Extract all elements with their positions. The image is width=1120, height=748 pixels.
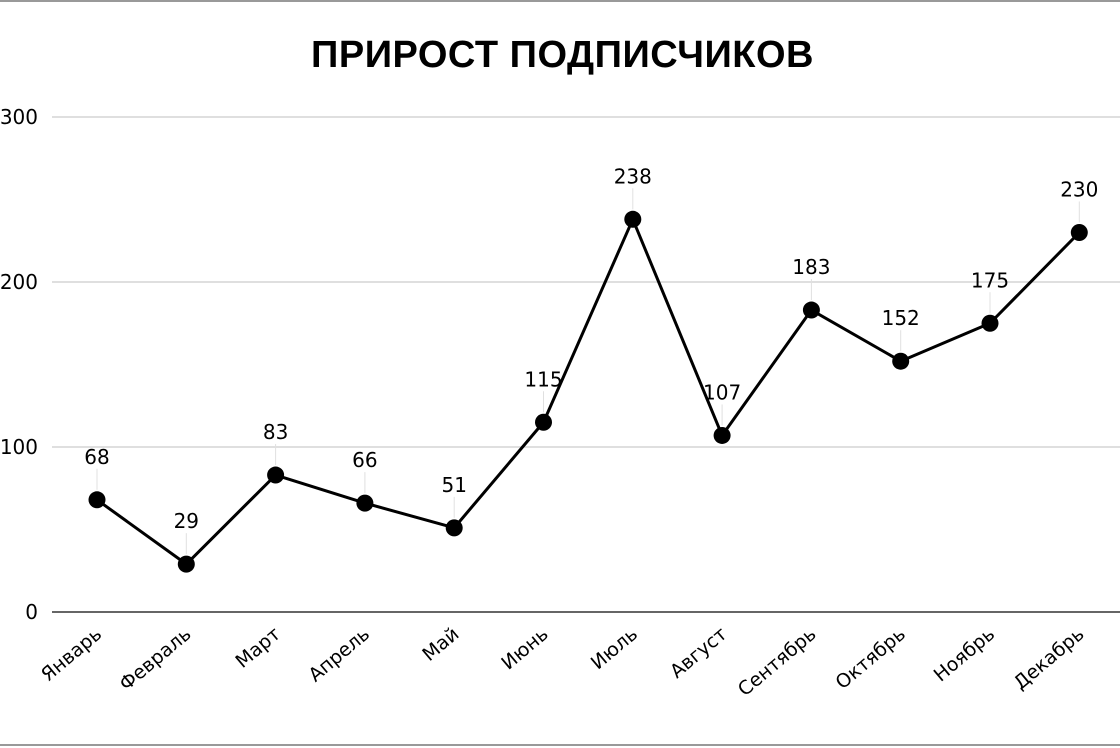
series-line-layer — [96, 217, 1081, 566]
y-tick-label: 0 — [25, 600, 38, 624]
x-tick-label: Март — [231, 623, 284, 673]
x-tick-label: Май — [418, 623, 463, 666]
data-label: 68 — [84, 445, 109, 469]
x-tick-label: Ноябрь — [930, 623, 1000, 686]
data-label: 107 — [703, 380, 741, 404]
x-tick-label: Февраль — [115, 623, 195, 695]
data-point — [356, 494, 374, 512]
y-tick-label: 200 — [0, 270, 38, 294]
x-tick-label: Июль — [587, 623, 642, 674]
data-label: 66 — [352, 448, 377, 472]
x-tick-label: Декабрь — [1010, 623, 1089, 694]
data-point — [802, 301, 820, 319]
x-tick-label: Сентябрь — [734, 623, 821, 701]
y-tick-label: 100 — [0, 435, 38, 459]
data-point — [267, 466, 285, 484]
data-label: 152 — [882, 306, 920, 330]
data-point — [892, 352, 910, 370]
data-label: 230 — [1060, 178, 1098, 202]
data-point — [445, 519, 463, 537]
data-point — [535, 413, 552, 431]
data-label: 83 — [263, 420, 288, 444]
data-label: 51 — [441, 473, 466, 497]
data-label: 183 — [792, 255, 830, 279]
data-point — [177, 555, 195, 573]
data-label-leaders — [96, 188, 1080, 555]
data-label: 238 — [614, 164, 652, 188]
x-tick-label: Июнь — [497, 623, 552, 674]
x-tick-label: Апрель — [304, 623, 374, 686]
x-axis-ticks: Январь Февраль Март Апрель Май Июнь Июль Август… — [37, 623, 1088, 701]
gridlines — [52, 116, 1120, 613]
data-labels: 68 29 83 66 51 115 238 107 183 152 175 230 — [84, 164, 1098, 533]
data-label: 175 — [971, 268, 1009, 292]
chart-title: ПРИРОСТ ПОДПИСЧИКОВ — [311, 34, 814, 76]
data-label: 29 — [174, 509, 199, 533]
y-tick-label: 300 — [0, 105, 38, 129]
data-point — [1070, 224, 1088, 241]
data-point — [981, 314, 999, 332]
data-label: 115 — [524, 367, 562, 391]
series-line — [96, 217, 1081, 566]
y-axis-ticks: 0 100 200 300 — [0, 105, 38, 624]
x-tick-label: Август — [666, 623, 731, 683]
x-tick-label: Январь — [37, 623, 106, 686]
data-points — [88, 210, 1088, 573]
data-point — [624, 210, 642, 228]
data-point — [713, 426, 731, 444]
x-tick-label: Октябрь — [831, 623, 909, 694]
data-point — [88, 491, 106, 509]
